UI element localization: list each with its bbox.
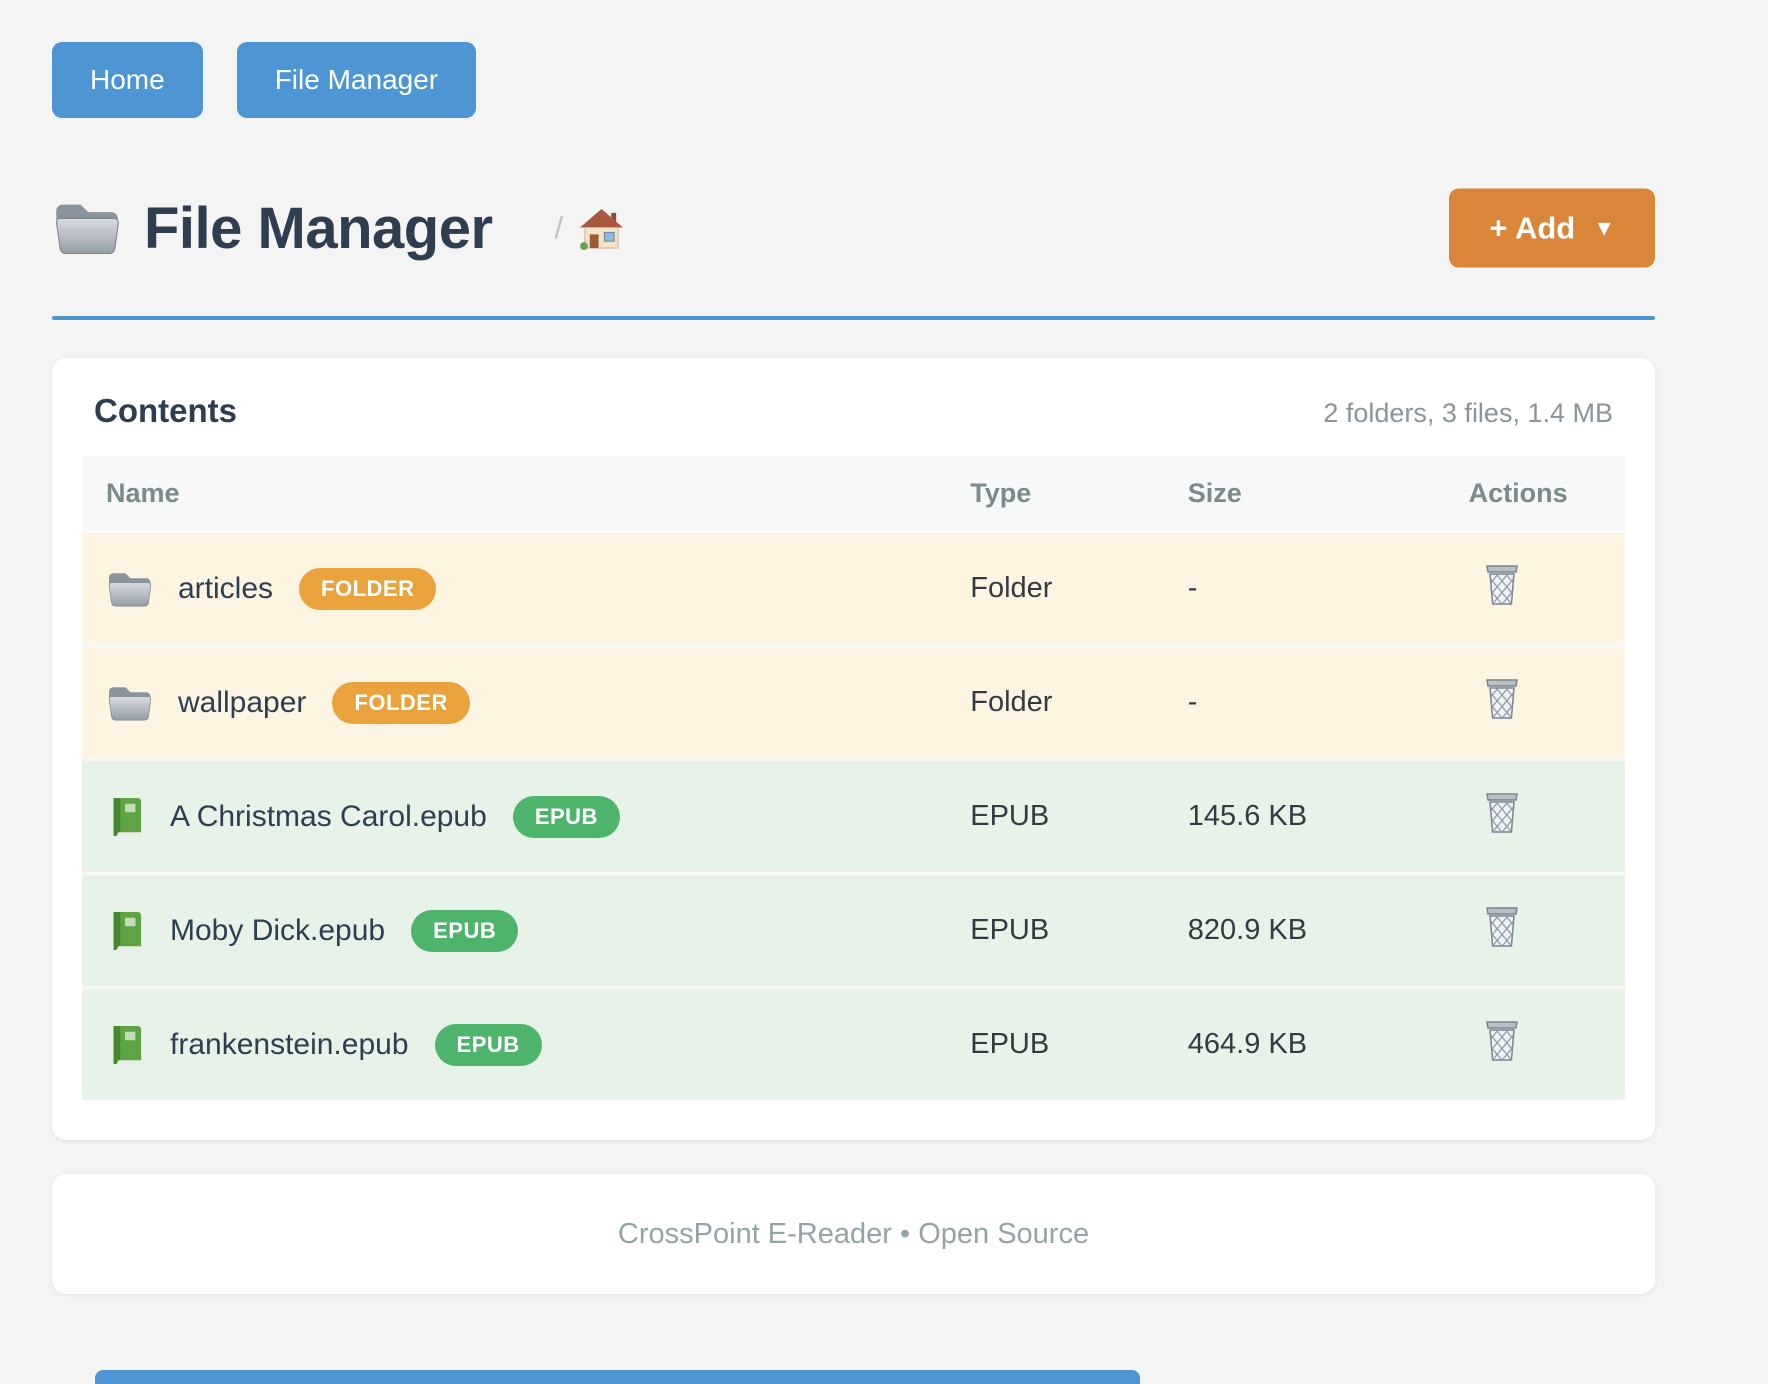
file-name-link[interactable]: Moby Dick.epub bbox=[170, 914, 385, 948]
size-cell: 820.9 KB bbox=[1187, 874, 1468, 988]
trash-icon bbox=[1483, 1019, 1521, 1063]
size-cell: - bbox=[1187, 532, 1468, 646]
home-button[interactable]: Home bbox=[52, 42, 203, 118]
partial-bottom-bar bbox=[95, 1370, 1140, 1384]
top-nav: Home File Manager bbox=[52, 42, 1655, 118]
footer-text: CrossPoint E-Reader • Open Source bbox=[618, 1218, 1089, 1251]
delete-button[interactable] bbox=[1483, 905, 1521, 949]
delete-button[interactable] bbox=[1483, 1019, 1521, 1063]
folder-icon bbox=[106, 569, 152, 609]
page-header: File Manager / + Add ▼ bbox=[52, 182, 1655, 274]
epub-badge: EPUB bbox=[435, 1024, 542, 1066]
delete-button[interactable] bbox=[1483, 563, 1521, 607]
column-header-type: Type bbox=[969, 456, 1187, 532]
folder-badge: FOLDER bbox=[299, 568, 436, 610]
add-button-label: + Add bbox=[1489, 210, 1575, 246]
folder-icon bbox=[52, 198, 120, 258]
trash-icon bbox=[1483, 905, 1521, 949]
epub-badge: EPUB bbox=[513, 796, 620, 838]
table-row: frankenstein.epub EPUB EPUB 464.9 KB bbox=[82, 988, 1625, 1101]
table-row: A Christmas Carol.epub EPUB EPUB 145.6 K… bbox=[82, 760, 1625, 874]
delete-button[interactable] bbox=[1483, 791, 1521, 835]
table-header-row: Name Type Size Actions bbox=[82, 456, 1625, 532]
folder-badge: FOLDER bbox=[332, 682, 469, 724]
book-icon bbox=[106, 1022, 144, 1068]
table-row: articles FOLDER Folder - bbox=[82, 532, 1625, 646]
breadcrumb-separator: / bbox=[555, 210, 564, 246]
contents-title: Contents bbox=[94, 392, 237, 430]
trash-icon bbox=[1483, 677, 1521, 721]
size-cell: 145.6 KB bbox=[1187, 760, 1468, 874]
delete-button[interactable] bbox=[1483, 677, 1521, 721]
footer-card: CrossPoint E-Reader • Open Source bbox=[52, 1174, 1655, 1294]
trash-icon bbox=[1483, 791, 1521, 835]
file-name-link[interactable]: A Christmas Carol.epub bbox=[170, 800, 487, 834]
contents-card: Contents 2 folders, 3 files, 1.4 MB Name… bbox=[52, 358, 1655, 1140]
page-title: File Manager bbox=[144, 195, 493, 262]
book-icon bbox=[106, 908, 144, 954]
size-cell: 464.9 KB bbox=[1187, 988, 1468, 1101]
add-button[interactable]: + Add ▼ bbox=[1449, 189, 1655, 268]
file-name-link[interactable]: articles bbox=[178, 572, 273, 606]
table-row: Moby Dick.epub EPUB EPUB 820.9 KB bbox=[82, 874, 1625, 988]
contents-summary: 2 folders, 3 files, 1.4 MB bbox=[1323, 398, 1613, 429]
epub-badge: EPUB bbox=[411, 910, 518, 952]
type-cell: EPUB bbox=[969, 874, 1187, 988]
file-name-link[interactable]: wallpaper bbox=[178, 686, 306, 720]
file-table: Name Type Size Actions articles FOLDER F… bbox=[82, 456, 1625, 1100]
file-name-link[interactable]: frankenstein.epub bbox=[170, 1028, 409, 1062]
column-header-name: Name bbox=[82, 456, 969, 532]
chevron-down-icon: ▼ bbox=[1593, 215, 1615, 241]
type-cell: Folder bbox=[969, 646, 1187, 760]
house-icon[interactable] bbox=[579, 207, 624, 250]
trash-icon bbox=[1483, 563, 1521, 607]
table-row: wallpaper FOLDER Folder - bbox=[82, 646, 1625, 760]
folder-icon bbox=[106, 683, 152, 723]
type-cell: Folder bbox=[969, 532, 1187, 646]
type-cell: EPUB bbox=[969, 988, 1187, 1101]
column-header-actions: Actions bbox=[1468, 456, 1625, 532]
column-header-size: Size bbox=[1187, 456, 1468, 532]
file-manager-button[interactable]: File Manager bbox=[237, 42, 476, 118]
type-cell: EPUB bbox=[969, 760, 1187, 874]
title-divider bbox=[52, 316, 1655, 320]
size-cell: - bbox=[1187, 646, 1468, 760]
book-icon bbox=[106, 794, 144, 840]
